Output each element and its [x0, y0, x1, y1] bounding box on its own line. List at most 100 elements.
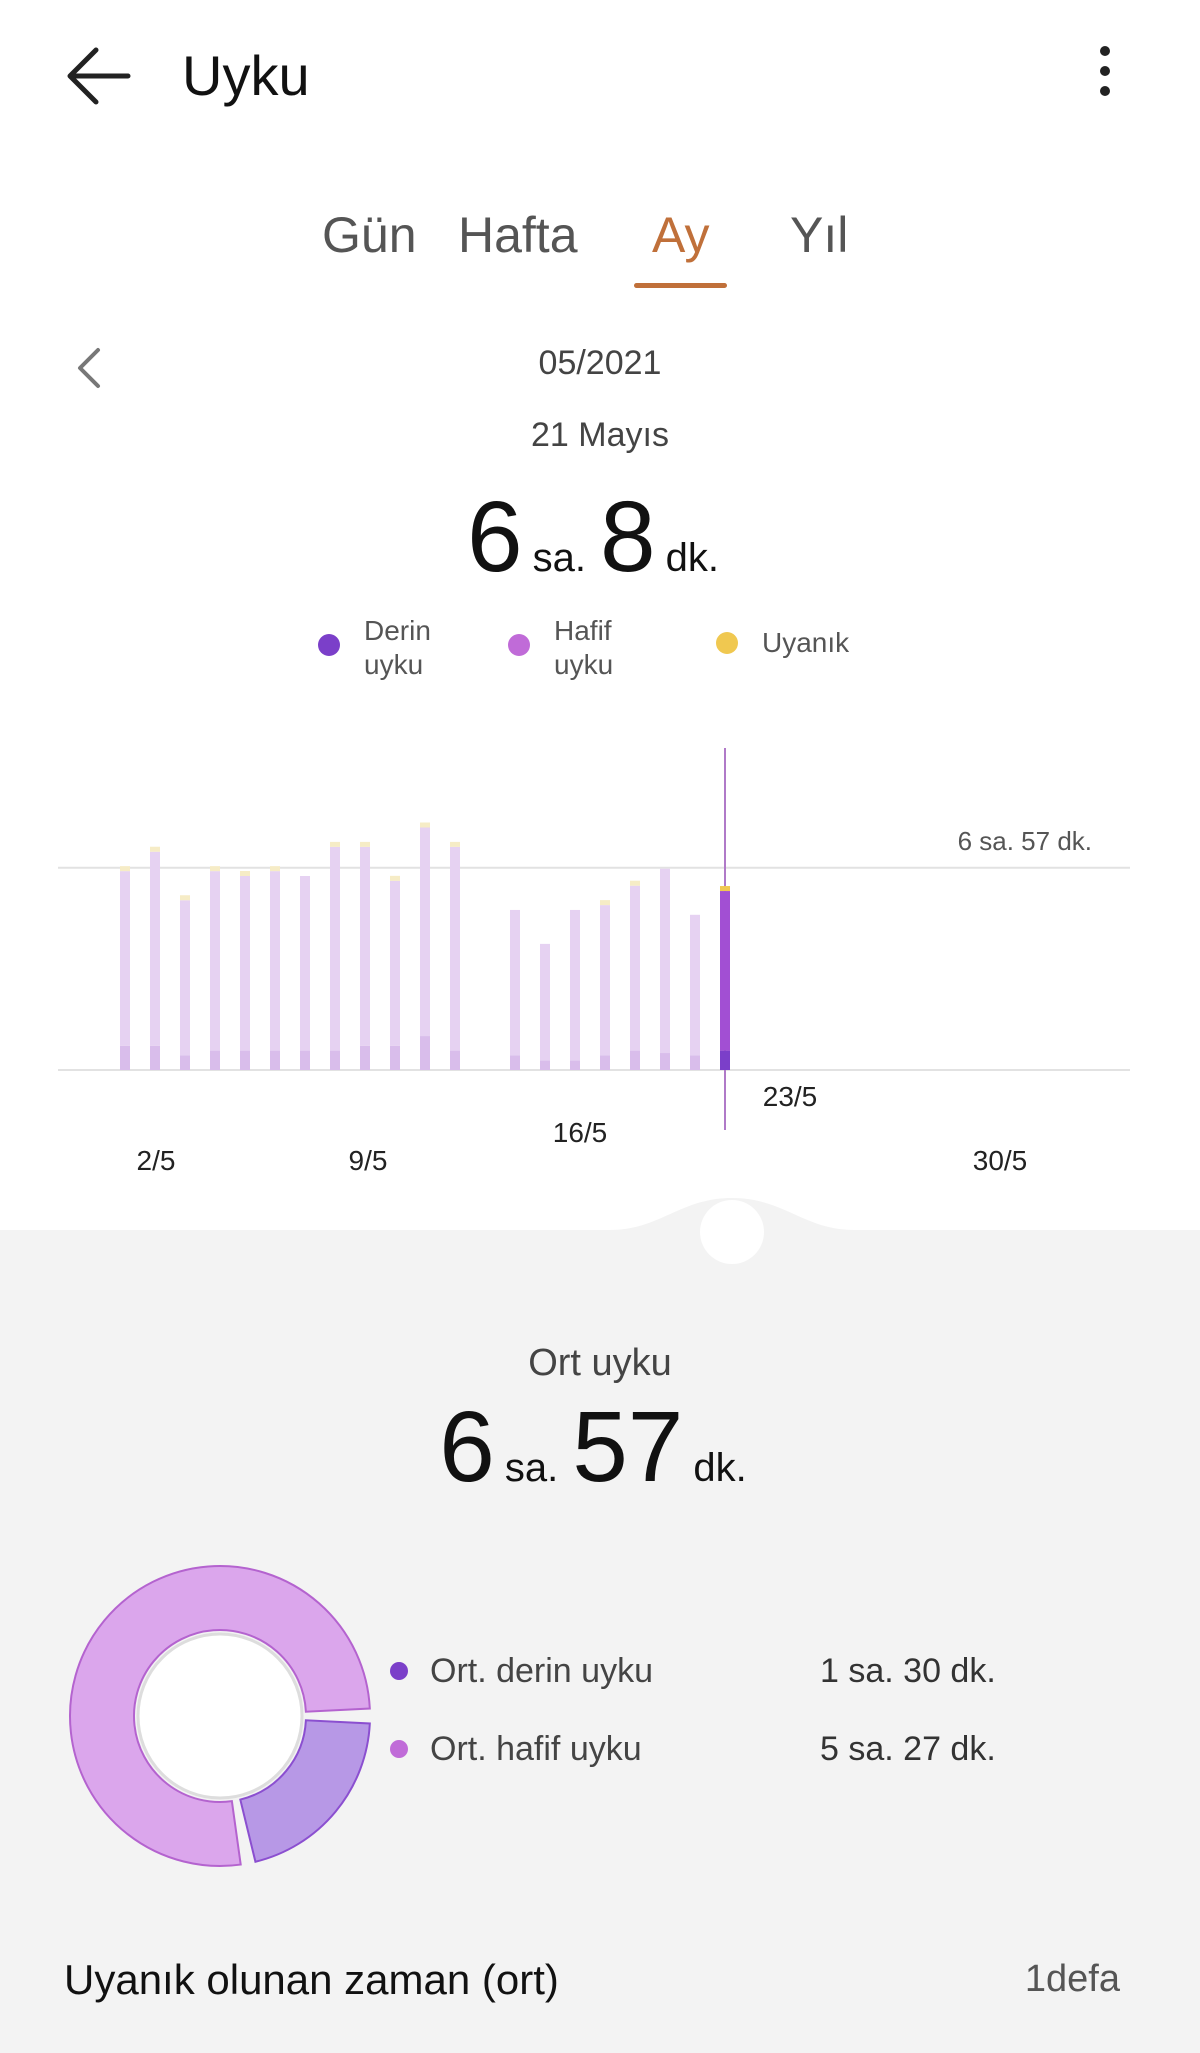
tab-day[interactable]: Gün: [322, 207, 417, 263]
awake-time-label: Uyanık olunan zaman (ort): [64, 1956, 559, 2003]
x-tick-label: 23/5: [763, 1081, 818, 1112]
x-tick-label: 30/5: [973, 1145, 1028, 1176]
bar-light-18: [630, 885, 640, 1051]
bar-awake-21: [720, 886, 730, 892]
bar-deep-9: [360, 1045, 370, 1070]
x-tick-label: 16/5: [553, 1117, 608, 1148]
bar-awake-8: [330, 841, 340, 847]
bar-deep-17: [600, 1055, 610, 1070]
slider-handle[interactable]: [700, 1200, 764, 1264]
stat-label-deep: Ort. derin uyku: [430, 1651, 653, 1690]
donut-segment-deep: [239, 1719, 371, 1863]
legend-dot-light: [508, 634, 530, 656]
bar-awake-17: [600, 900, 610, 906]
bar-deep-18: [630, 1050, 640, 1070]
bar-deep-19: [660, 1053, 670, 1070]
selected-duration: 6 sa. 8 dk.: [300, 480, 900, 595]
bar-deep-7: [300, 1050, 310, 1070]
bar-deep-2: [150, 1045, 160, 1070]
bar-light-14: [510, 909, 520, 1056]
bar-light-12: [450, 846, 460, 1051]
average-line-label: 6 sa. 57 dk.: [958, 826, 1092, 856]
bar-light-5: [240, 876, 250, 1051]
bar-light-11: [420, 827, 430, 1037]
tab-week[interactable]: Hafta: [458, 207, 578, 263]
bar-deep-8: [330, 1050, 340, 1070]
bar-deep-16: [570, 1060, 580, 1070]
bar-awake-9: [360, 841, 370, 847]
sleep-bar-chart[interactable]: 6 sa. 57 dk. 2/5 9/5 16/5 23/5 30/5: [0, 740, 1200, 1180]
bar-light-8: [330, 846, 340, 1051]
bar-light-4: [210, 871, 220, 1051]
x-tick-label: 2/5: [137, 1145, 176, 1176]
bar-deep-21: [720, 1050, 730, 1070]
tab-year[interactable]: Yıl: [790, 207, 849, 263]
bar-light-2: [150, 851, 160, 1046]
bar-deep-15: [540, 1060, 550, 1070]
bar-light-15: [540, 943, 550, 1061]
arrow-left-icon: [67, 47, 131, 105]
stat-row-light: Ort. hafif uyku 5 sa. 27 dk.: [390, 1724, 1030, 1774]
legend-label-deep: Derin uyku: [364, 615, 431, 680]
bar-light-20: [690, 914, 700, 1056]
bar-light-6: [270, 871, 280, 1051]
hours-unit: sa.: [532, 536, 586, 580]
bar-light-19: [660, 868, 670, 1054]
stat-dot-deep: [390, 1662, 408, 1680]
bar-deep-12: [450, 1050, 460, 1070]
period-label: 05/2021: [538, 344, 662, 382]
bar-light-1: [120, 871, 130, 1046]
avg-hours-unit: sa.: [504, 1446, 559, 1490]
selected-date: 21 Mayıs: [531, 416, 669, 454]
stat-value-deep: 1 sa. 30 dk.: [820, 1651, 996, 1690]
bar-deep-14: [510, 1055, 520, 1070]
tab-month[interactable]: Ay: [652, 207, 710, 263]
more-vertical-icon: [1100, 46, 1110, 56]
legend-label-light: Hafif uyku: [554, 615, 614, 680]
bar-awake-6: [270, 866, 280, 872]
avg-minutes-unit: dk.: [693, 1446, 747, 1490]
bar-deep-6: [270, 1050, 280, 1070]
legend-dot-awake: [716, 632, 738, 654]
bar-light-17: [600, 905, 610, 1056]
bar-deep-4: [210, 1050, 220, 1070]
duration-hours: 6: [467, 481, 523, 593]
bar-awake-3: [180, 895, 190, 901]
bar-awake-1: [120, 866, 130, 872]
donut-center: [136, 1632, 304, 1800]
back-button[interactable]: [60, 40, 140, 112]
bar-deep-10: [390, 1045, 400, 1070]
chevron-left-icon: [78, 348, 100, 388]
bar-awake-5: [240, 871, 250, 876]
tab-active-indicator: [634, 283, 727, 288]
avg-hours: 6: [439, 1391, 495, 1503]
donut-segment-light: [69, 1565, 371, 1867]
stat-row-deep: Ort. derin uyku 1 sa. 30 dk.: [390, 1646, 1030, 1696]
legend-label-awake: Uyanık: [762, 627, 850, 658]
bar-awake-4: [210, 866, 220, 872]
bar-awake-2: [150, 846, 160, 852]
bar-light-10: [390, 880, 400, 1046]
stat-value-light: 5 sa. 27 dk.: [820, 1729, 996, 1768]
bar-awake-12: [450, 841, 460, 847]
duration-minutes: 8: [600, 481, 656, 593]
bar-light-16: [570, 909, 580, 1061]
avg-minutes: 57: [572, 1391, 684, 1503]
bar-light-9: [360, 846, 370, 1046]
bar-awake-11: [420, 822, 430, 828]
bar-awake-10: [390, 875, 400, 881]
average-sleep-duration: 6 sa. 57 dk.: [300, 1390, 900, 1505]
bar-light-3: [180, 900, 190, 1056]
bar-deep-1: [120, 1045, 130, 1070]
legend-deep-sleep: Derin uyku: [318, 614, 444, 682]
bar-deep-3: [180, 1055, 190, 1070]
legend-dot-deep: [318, 634, 340, 656]
legend-light-sleep: Hafif uyku: [508, 614, 634, 682]
bar-light-7: [300, 876, 310, 1051]
page-title: Uyku: [182, 44, 310, 107]
average-sleep-label: Ort uyku: [528, 1342, 672, 1384]
awake-time-value: 1defa: [1024, 1958, 1120, 2000]
previous-period-button[interactable]: [66, 336, 114, 400]
legend-awake: Uyanık: [716, 626, 882, 660]
more-menu-button[interactable]: [1080, 36, 1130, 120]
